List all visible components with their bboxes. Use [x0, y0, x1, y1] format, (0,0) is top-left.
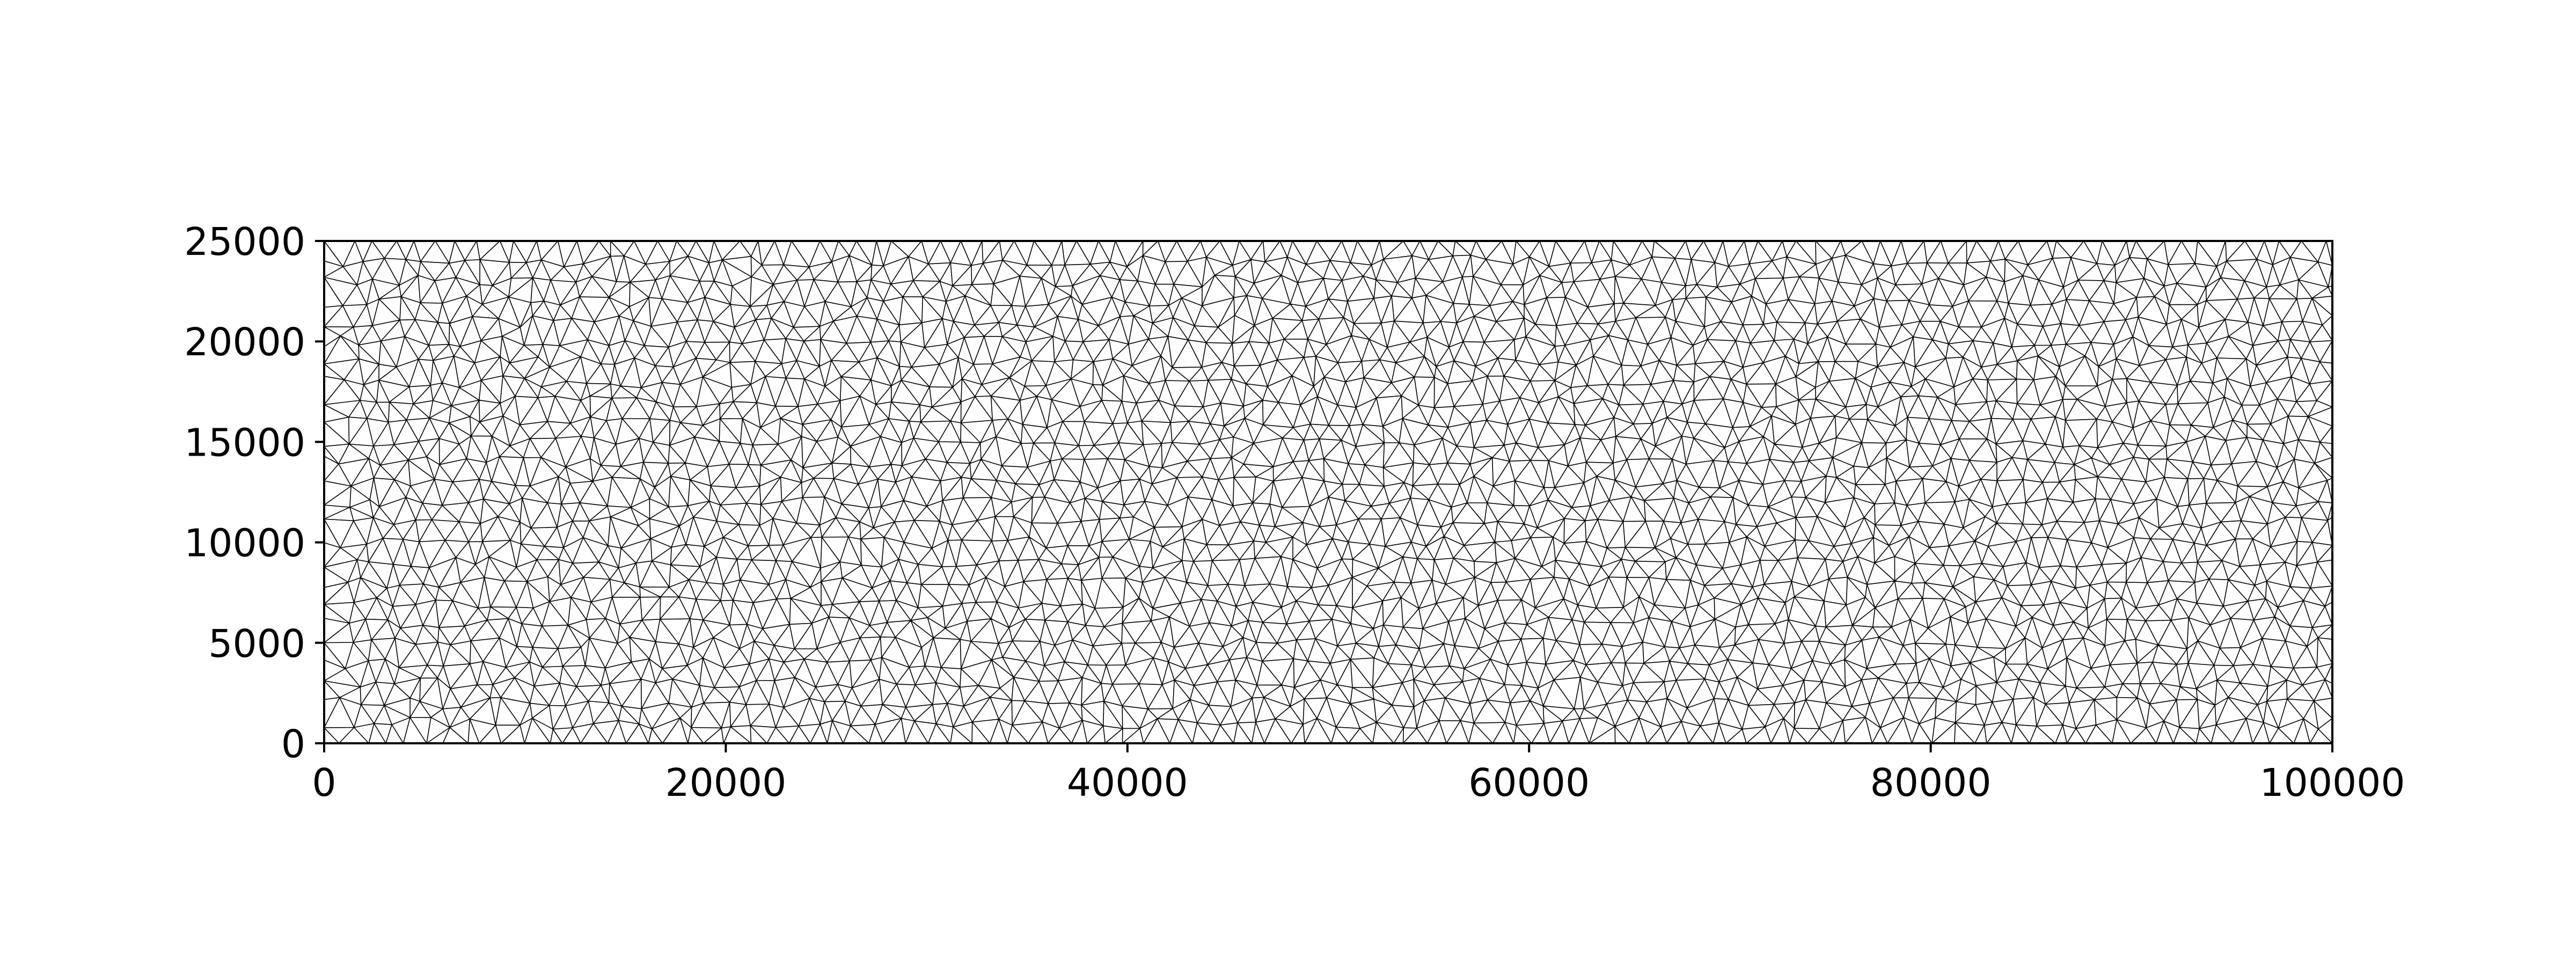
x-tick-label: 20000: [665, 760, 786, 805]
x-axis: 0 20000 40000 60000 80000 100000: [312, 743, 2405, 805]
y-tick-label: 20000: [184, 320, 305, 364]
y-tick-label: 5000: [208, 621, 305, 666]
axes-frame: [323, 240, 2333, 744]
y-axis: 0 5000 10000 15000 20000 25000: [184, 219, 324, 766]
y-tick-label: 0: [281, 722, 305, 766]
y-tick-label: 25000: [184, 219, 305, 264]
plot-area: [323, 240, 2333, 744]
y-tick-label: 15000: [184, 420, 305, 465]
x-tick-label: 100000: [2259, 760, 2405, 805]
x-tick-label: 0: [312, 760, 336, 805]
y-tick-label: 10000: [184, 521, 305, 566]
x-tick-label: 80000: [1870, 760, 1992, 805]
x-tick-label: 60000: [1468, 760, 1590, 805]
x-tick-label: 40000: [1067, 760, 1188, 805]
